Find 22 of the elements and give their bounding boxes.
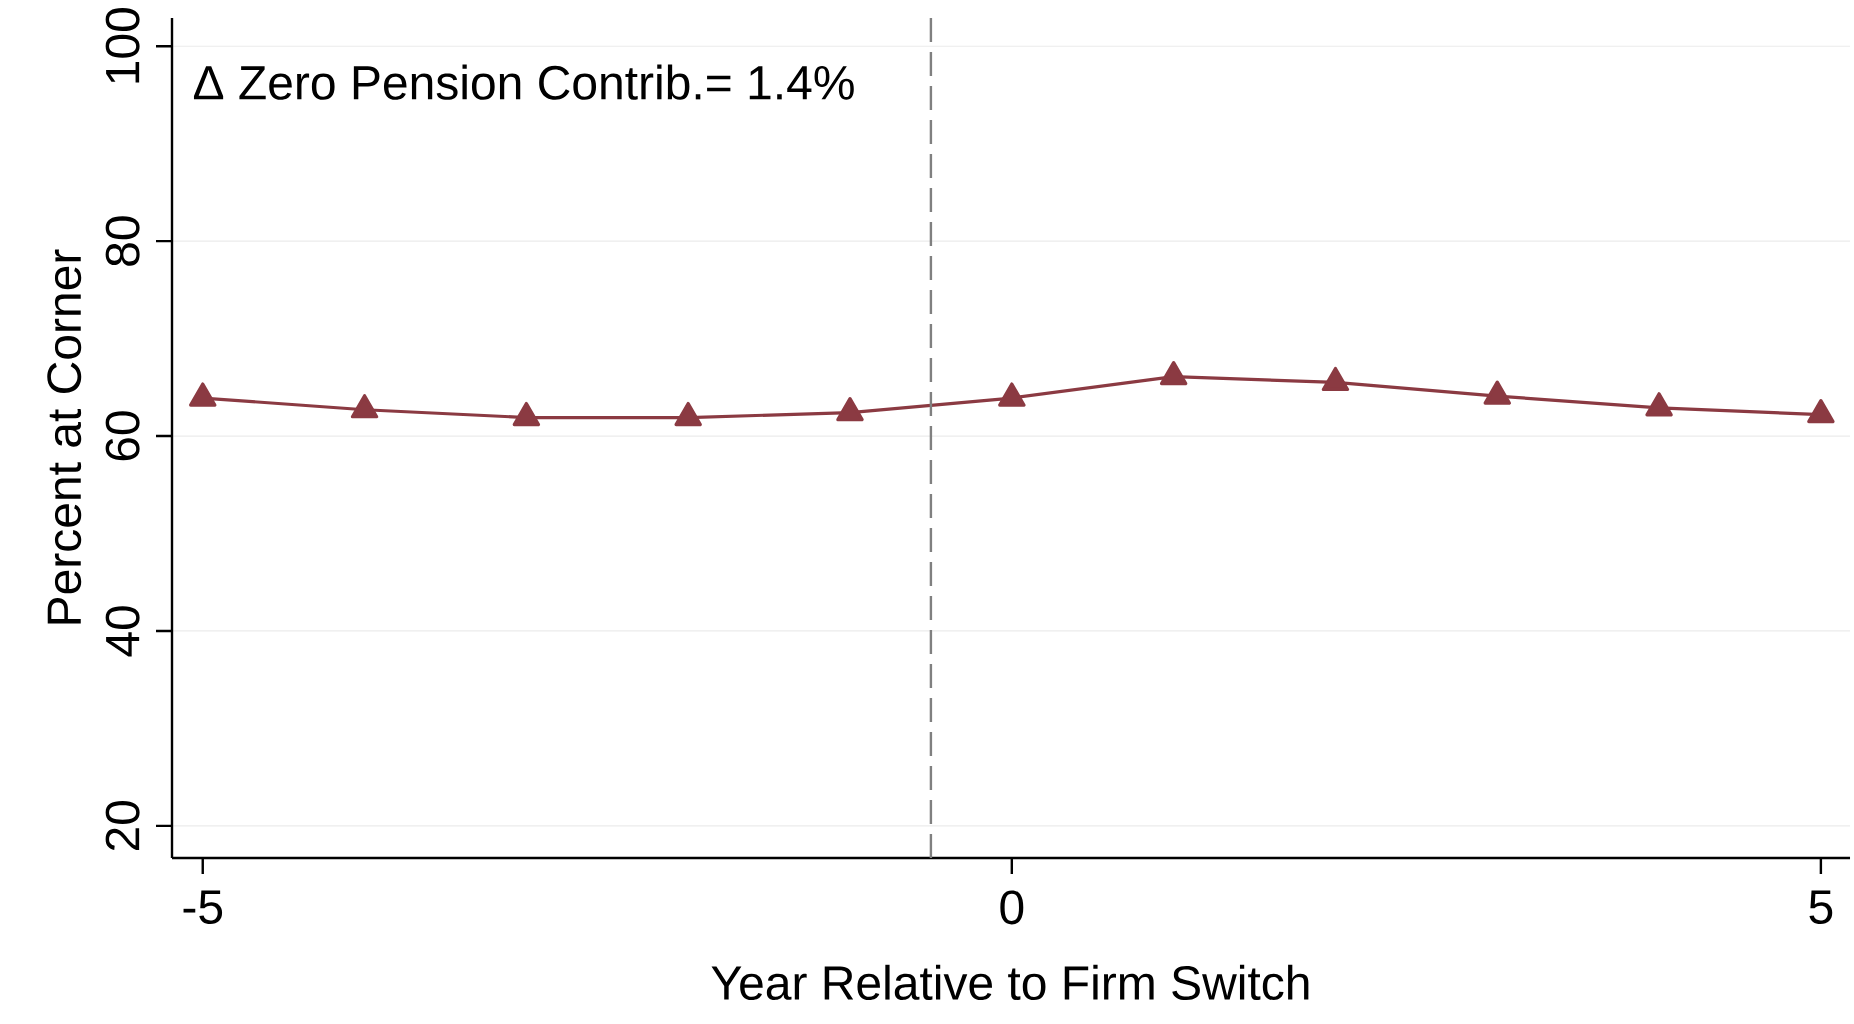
x-tick-label: 0 — [1000, 890, 1024, 925]
point — [350, 394, 379, 419]
point — [1645, 392, 1673, 417]
x-tick-label: -5 — [183, 890, 223, 924]
point — [1159, 361, 1188, 386]
y-tick-label: 60 — [105, 411, 140, 461]
point — [512, 401, 541, 427]
point — [1483, 380, 1511, 405]
point — [836, 397, 864, 422]
point — [1807, 399, 1835, 424]
x-axis-title: Year Relative to Firm Switch — [711, 964, 1309, 1001]
y-axis-title: Percent at Corner — [47, 249, 82, 624]
y-tick-label: 100 — [105, 8, 140, 83]
annotation: Δ Zero Pension Contrib.= 1.4% — [193, 64, 854, 100]
point — [998, 382, 1026, 407]
point — [1321, 366, 1350, 392]
y-tick-label: 40 — [105, 606, 140, 657]
point — [189, 382, 217, 407]
x-tick-label: 5 — [1809, 890, 1833, 924]
y-tick-label: 20 — [105, 801, 140, 851]
y-tick-label: 80 — [105, 216, 140, 266]
point — [674, 401, 702, 427]
